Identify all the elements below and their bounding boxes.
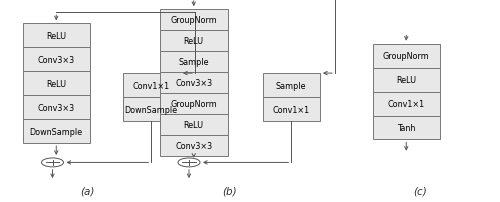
Bar xyxy=(22,96,90,120)
Bar xyxy=(22,48,90,72)
Text: Conv1×1: Conv1×1 xyxy=(132,81,170,90)
Bar xyxy=(372,92,440,116)
Text: Tanh: Tanh xyxy=(397,123,415,132)
Bar xyxy=(160,10,228,31)
Bar xyxy=(372,68,440,92)
Bar xyxy=(160,135,228,156)
Text: Conv1×1: Conv1×1 xyxy=(388,100,425,108)
Text: (a): (a) xyxy=(80,186,94,196)
Text: GroupNorm: GroupNorm xyxy=(170,99,217,108)
Bar xyxy=(160,52,228,73)
Text: GroupNorm: GroupNorm xyxy=(170,16,217,25)
Text: ReLU: ReLU xyxy=(184,37,204,46)
Text: Conv3×3: Conv3×3 xyxy=(175,78,212,87)
Text: DownSample: DownSample xyxy=(30,127,83,136)
Text: ReLU: ReLU xyxy=(396,76,416,85)
Text: GroupNorm: GroupNorm xyxy=(383,52,430,61)
Bar xyxy=(22,24,90,48)
Text: DownSample: DownSample xyxy=(124,105,178,114)
Text: (b): (b) xyxy=(222,186,238,196)
Text: Sample: Sample xyxy=(178,58,209,67)
Bar xyxy=(22,120,90,143)
Bar xyxy=(122,74,180,98)
Bar xyxy=(160,31,228,52)
Text: ReLU: ReLU xyxy=(46,32,66,41)
Bar xyxy=(22,72,90,96)
Bar xyxy=(262,74,320,98)
Bar xyxy=(372,44,440,68)
Bar xyxy=(160,114,228,135)
Text: (c): (c) xyxy=(413,186,427,196)
Text: Conv3×3: Conv3×3 xyxy=(38,103,75,112)
Text: Sample: Sample xyxy=(276,81,306,90)
Text: ReLU: ReLU xyxy=(46,79,66,88)
Bar xyxy=(372,116,440,140)
Text: Conv1×1: Conv1×1 xyxy=(272,105,310,114)
Bar xyxy=(160,93,228,114)
Text: Conv3×3: Conv3×3 xyxy=(38,56,75,64)
Text: Conv3×3: Conv3×3 xyxy=(175,141,212,150)
Text: ReLU: ReLU xyxy=(184,120,204,129)
Bar xyxy=(262,98,320,121)
Bar xyxy=(122,98,180,121)
Bar xyxy=(160,73,228,93)
